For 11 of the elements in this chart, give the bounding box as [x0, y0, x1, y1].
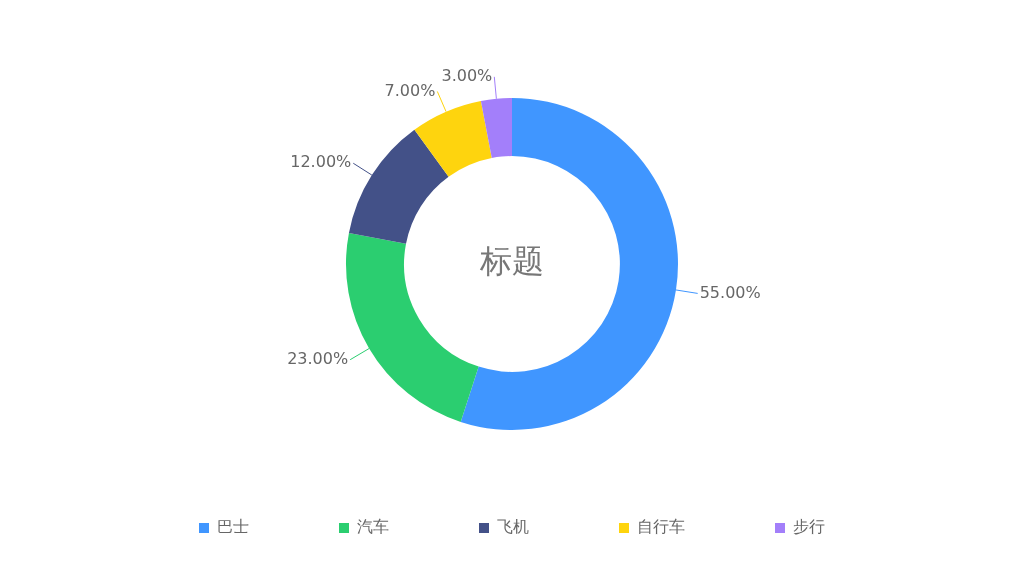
data-label: 23.00% — [287, 348, 349, 368]
legend-label: 步行 — [793, 517, 825, 537]
text: 标题 — [479, 242, 544, 281]
legend-label: 巴士 — [217, 517, 249, 537]
data-label: 55.00% — [699, 282, 761, 302]
data-label: 12.00% — [290, 152, 352, 172]
legend-label: 飞机 — [497, 517, 529, 537]
legend-label: 汽车 — [357, 517, 389, 537]
data-label: 3.00% — [441, 65, 493, 85]
legend-label: 自行车 — [637, 517, 685, 537]
data-label: 7.00% — [384, 80, 436, 100]
